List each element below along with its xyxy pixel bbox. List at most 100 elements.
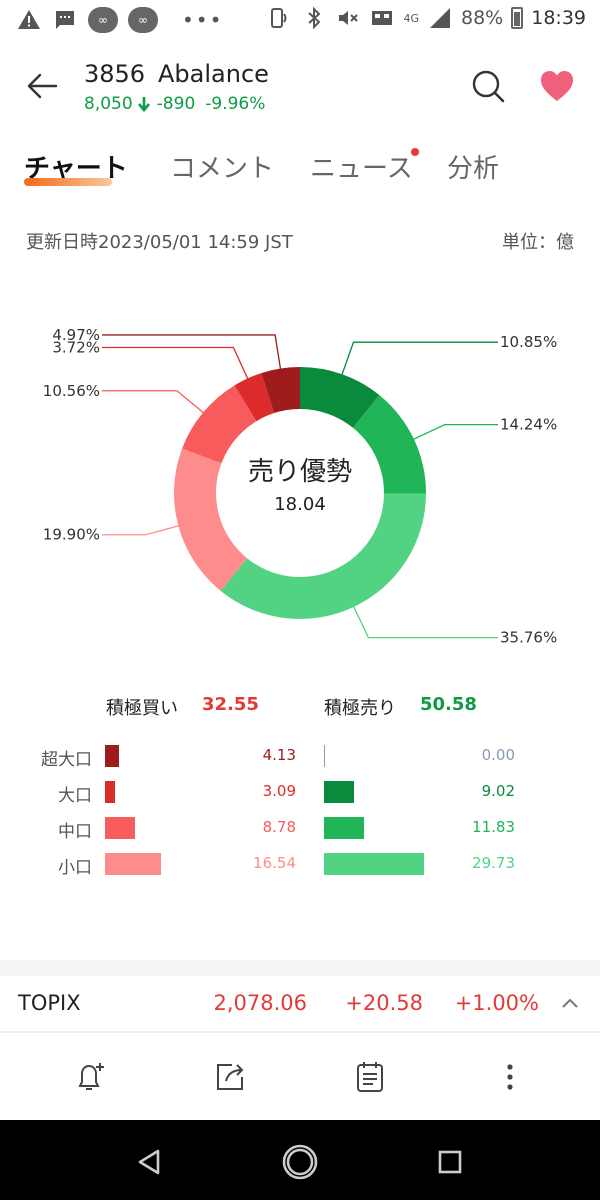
bluetooth-icon: [308, 6, 321, 30]
memo-calendar-icon[interactable]: [352, 1059, 388, 1095]
aggressive-buy-value: 32.55: [202, 694, 259, 715]
leader-line-5: [102, 346, 250, 383]
add-alert-bell-icon[interactable]: [72, 1059, 108, 1095]
bottom-toolbar: [0, 1032, 600, 1120]
stock-code: 3856: [84, 60, 146, 88]
topix-name: TOPIX: [18, 991, 81, 1015]
stock-name: Abalance: [158, 60, 269, 88]
breakdown-category: 中口: [58, 822, 92, 842]
buy-value: 4.13: [262, 746, 296, 764]
topix-change-pct: +1.00%: [454, 991, 539, 1015]
donut-slice-2: [220, 493, 426, 620]
stock-header: 3856 Abalance 8,050 -890 -9.96%: [0, 50, 600, 130]
slice-label-5: 3.72%: [52, 339, 100, 357]
tab-analysis[interactable]: 分析: [447, 154, 500, 184]
buy-value: 8.78: [262, 818, 296, 836]
unit-label: 単位：億: [502, 232, 574, 253]
donut-center-label: 売り優勢: [248, 457, 352, 487]
leader-line-3: [102, 524, 183, 536]
app-circle-icon: ∞: [128, 7, 158, 33]
slice-label-6: 4.97%: [52, 326, 100, 344]
warning-icon: [18, 10, 40, 29]
price-change-pct: -9.96%: [205, 94, 266, 114]
money-flow-donut-chart: 10.85% 14.24% 35.76% 19.90% 10.56% 3.72%4.97%…: [43, 326, 557, 647]
donut-slice-1: [352, 395, 426, 494]
nfc-icon: [271, 8, 287, 28]
donut-slice-4: [182, 385, 257, 464]
favorite-heart-icon[interactable]: [538, 68, 576, 104]
leader-line-6: [102, 334, 282, 373]
tab-news[interactable]: ニュース: [310, 154, 413, 184]
aggressive-sell-value: 50.58: [420, 694, 477, 715]
slice-label-3: 19.90%: [43, 526, 100, 544]
sell-bar: [324, 745, 325, 767]
slice-label-4: 10.56%: [43, 382, 100, 400]
signal-icon: [430, 8, 450, 28]
breakdown-category: 大口: [58, 786, 92, 806]
network-type: 4G: [403, 11, 419, 25]
system-nav-bar: [0, 1120, 600, 1200]
status-bar: ∞ ∞ ••• 4G 88% 18:39: [0, 0, 600, 40]
stock-price: 8,050: [84, 94, 133, 114]
nav-home-icon[interactable]: [280, 1142, 320, 1182]
price-row: 8,050 -890 -9.96%: [84, 94, 265, 114]
news-badge-dot: [411, 148, 419, 156]
price-change: -890: [156, 94, 196, 114]
clock: 18:39: [531, 7, 586, 29]
breakdown-category: 超大口: [41, 750, 92, 770]
breakdown-row: 大口 3.09 9.02: [0, 776, 600, 808]
sell-bar: [324, 781, 355, 803]
aggressive-sell-label: 積極売り: [324, 698, 396, 719]
section-divider: [0, 960, 600, 976]
nav-recents-icon[interactable]: [430, 1142, 470, 1182]
down-arrow-icon: [137, 97, 150, 112]
breakdown-row: 超大口 4.13 0.00: [0, 740, 600, 772]
slice-label-0: 10.85%: [500, 333, 557, 351]
leader-line-0: [340, 341, 498, 379]
sell-value: 9.02: [481, 782, 515, 800]
chevron-up-icon[interactable]: [560, 994, 580, 1014]
share-icon[interactable]: [212, 1059, 248, 1095]
sell-value: 11.83: [472, 818, 515, 836]
sell-value: 29.73: [472, 854, 515, 872]
buy-value: 16.54: [253, 854, 296, 872]
battery-percent: 88%: [461, 7, 504, 29]
topix-price: 2,078.06: [213, 991, 307, 1015]
sell-value: 0.00: [481, 746, 515, 764]
donut-center-value: 18.04: [274, 494, 326, 515]
nav-back-icon[interactable]: [130, 1142, 170, 1182]
topix-change: +20.58: [345, 991, 423, 1015]
sell-bar: [324, 817, 364, 839]
battery-icon: [511, 7, 524, 29]
message-icon: [56, 11, 74, 29]
updated-timestamp: 更新日時2023/05/01 14:59 JST: [26, 232, 293, 253]
buy-value: 3.09: [262, 782, 296, 800]
donut-slice-3: [173, 448, 248, 591]
tab-bar: チャート コメント ニュース 分析: [0, 140, 600, 200]
buy-bar: [105, 817, 135, 839]
leader-line-4: [102, 390, 207, 416]
breakdown-category: 小口: [58, 858, 92, 878]
leader-line-2: [351, 603, 498, 639]
flow-summary: 積極買い 32.55 積極売り 50.58: [0, 690, 600, 726]
breakdown-row: 小口 16.54 29.73: [0, 848, 600, 880]
app-circle-icon: ∞: [88, 7, 118, 33]
back-arrow-icon[interactable]: [24, 68, 60, 104]
breakdown-row: 中口 8.78 11.83: [0, 812, 600, 844]
buy-bar: [105, 745, 119, 767]
slice-label-2: 35.76%: [500, 629, 557, 647]
status-left-icons: ∞ ∞ •••: [16, 7, 223, 33]
topix-ticker[interactable]: TOPIX 2,078.06 +20.58 +1.00%: [0, 976, 600, 1032]
donut-slice-0: [300, 367, 380, 428]
search-icon[interactable]: [470, 68, 506, 104]
cast-icon: [372, 11, 393, 25]
tab-comment[interactable]: コメント: [170, 154, 275, 184]
status-right: 4G 88% 18:39: [267, 6, 586, 30]
more-vertical-icon[interactable]: [492, 1059, 528, 1095]
more-notifications-icon: •••: [182, 8, 224, 32]
buy-bar: [105, 853, 161, 875]
buy-bar: [105, 781, 116, 803]
slice-label-1: 14.24%: [500, 416, 557, 434]
sell-bar: [324, 853, 424, 875]
